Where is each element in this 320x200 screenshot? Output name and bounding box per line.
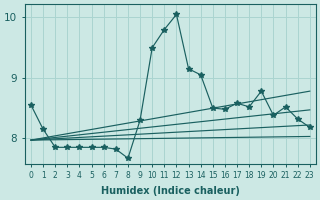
X-axis label: Humidex (Indice chaleur): Humidex (Indice chaleur) — [101, 186, 240, 196]
